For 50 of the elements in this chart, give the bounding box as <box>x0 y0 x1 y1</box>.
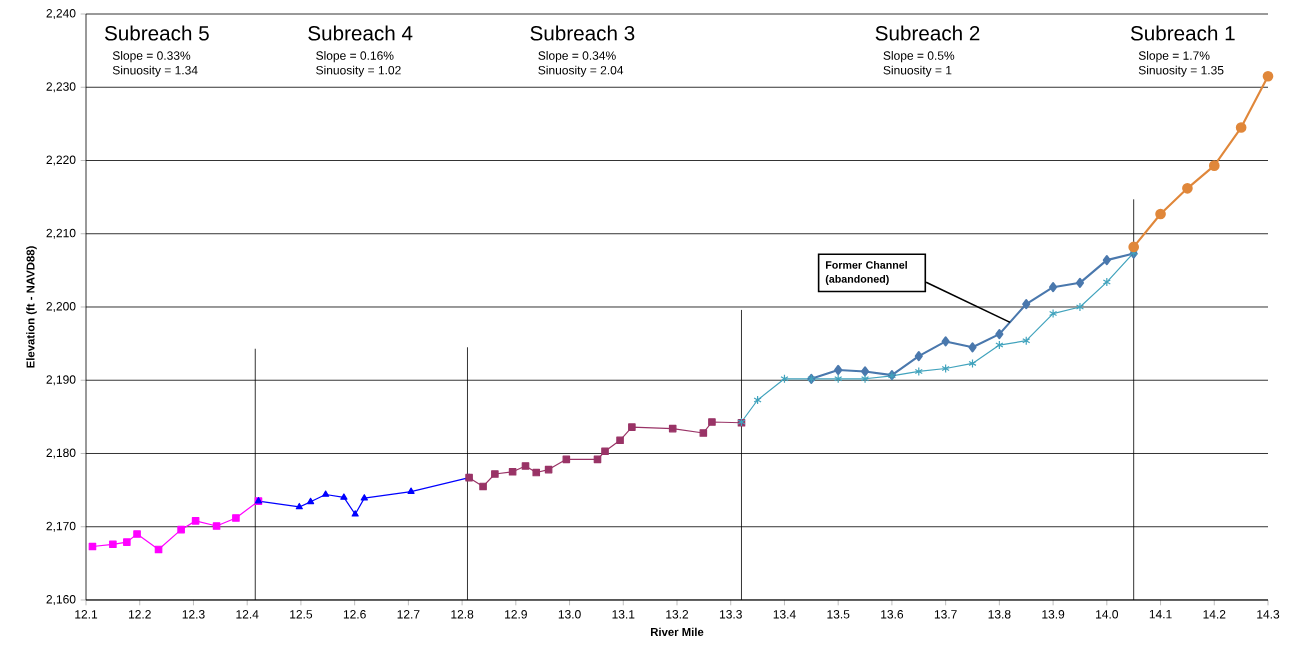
x-tick-label: 14.3 <box>1257 610 1280 619</box>
annotation: Sinuosity = 2.04 <box>538 65 624 77</box>
annotation: Slope = 1.7% <box>1138 51 1210 63</box>
x-tick-label: 12.7 <box>397 610 420 619</box>
x-tick-label: 13.7 <box>934 610 957 619</box>
x-tick-label: 13.2 <box>666 610 689 619</box>
y-tick-label: 2,210 <box>46 228 76 239</box>
x-axis-title: River Mile <box>650 627 704 636</box>
x-tick-label: 13.3 <box>719 610 742 619</box>
x-tick-label: 12.9 <box>505 610 527 619</box>
annotation: Slope = 0.5% <box>883 51 955 63</box>
annotation: Slope = 0.33% <box>112 51 191 63</box>
annotation: Subreach 3 <box>530 25 635 41</box>
annotation: Former Channel (abandoned) <box>825 260 907 285</box>
annotation: Slope = 0.16% <box>316 51 394 63</box>
y-tick-label: 2,160 <box>46 595 76 605</box>
x-tick-label: 12.6 <box>343 610 366 619</box>
annotation: Subreach 2 <box>875 25 980 41</box>
x-tick-label: 12.1 <box>75 610 98 619</box>
annotation: Subreach 1 <box>1130 25 1235 41</box>
x-tick-label: 12.4 <box>236 610 259 619</box>
y-tick-label: 2,240 <box>46 9 76 19</box>
y-tick-label: 2,170 <box>46 521 76 532</box>
x-tick-label: 13.6 <box>881 610 904 619</box>
x-tick-label: 12.2 <box>128 610 151 619</box>
annotation: Sinuosity = 1 <box>883 65 952 77</box>
y-axis-title: Elevation (ft - NAVD88) <box>26 246 37 368</box>
y-tick-label: 2,200 <box>46 302 76 312</box>
x-tick-label: 13.4 <box>773 610 796 619</box>
x-tick-label: 13.8 <box>988 610 1011 619</box>
x-tick-label: 12.8 <box>451 610 474 619</box>
y-tick-label: 2,180 <box>46 448 76 459</box>
x-tick-label: 14.0 <box>1096 610 1119 619</box>
x-tick-label: 13.5 <box>827 610 850 619</box>
y-tick-label: 2,190 <box>46 375 76 386</box>
x-tick-label: 12.3 <box>182 610 205 619</box>
x-tick-label: 13.0 <box>558 610 581 619</box>
annotation: Subreach 5 <box>104 25 209 41</box>
x-tick-label: 12.5 <box>290 610 313 619</box>
annotation: Subreach 4 <box>308 25 413 41</box>
x-tick-label: 13.9 <box>1042 610 1065 619</box>
x-tick-label: 14.2 <box>1203 610 1226 619</box>
annotation: Sinuosity = 1.35 <box>1138 65 1224 77</box>
annotation: Slope = 0.34% <box>538 51 616 63</box>
annotation: Sinuosity = 1.02 <box>316 65 401 77</box>
x-tick-label: 13.1 <box>612 610 635 619</box>
y-tick-label: 2,230 <box>46 82 76 93</box>
y-tick-label: 2,220 <box>46 155 76 166</box>
annotation: Sinuosity = 1.34 <box>112 65 198 77</box>
x-tick-label: 14.1 <box>1149 610 1172 619</box>
